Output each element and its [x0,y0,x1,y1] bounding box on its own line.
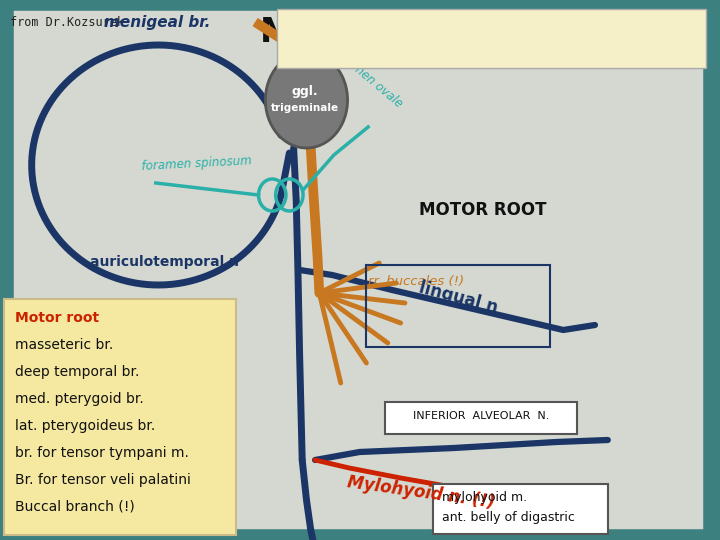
Text: masseteric br.: masseteric br. [15,338,114,352]
Text: Br. for tensor veli palatini: Br. for tensor veli palatini [15,473,192,487]
Text: deep temporal br.: deep temporal br. [15,365,140,379]
Text: mylohyoid m.: mylohyoid m. [442,491,527,504]
Text: trigeminale: trigeminale [271,103,339,113]
Circle shape [266,52,348,148]
Text: ant. belly of digastric: ant. belly of digastric [442,511,575,524]
Text: lat. pterygoideus br.: lat. pterygoideus br. [15,419,156,433]
Text: INFERIOR  ALVEOLAR  N.: INFERIOR ALVEOLAR N. [413,411,549,421]
FancyBboxPatch shape [4,299,236,535]
Text: Buccal branch (!): Buccal branch (!) [15,500,135,514]
FancyBboxPatch shape [385,402,577,434]
Text: menigeal br.: menigeal br. [104,15,211,30]
FancyBboxPatch shape [433,484,608,534]
Text: Mandibular nerve (V/3.): Mandibular nerve (V/3.) [260,16,708,49]
Text: foramen ovale: foramen ovale [331,45,405,110]
Text: MOTOR ROOT: MOTOR ROOT [420,201,547,219]
Text: rr. buccales (!): rr. buccales (!) [368,275,464,288]
Text: auriculotemporal n: auriculotemporal n [90,255,239,269]
Text: br. for tensor tympani m.: br. for tensor tympani m. [15,446,189,460]
Text: Motor root: Motor root [15,311,99,325]
Text: foramen spinosum: foramen spinosum [142,154,252,173]
Text: Mylohyoid n. (!): Mylohyoid n. (!) [346,472,496,511]
Text: lingual n: lingual n [417,279,500,317]
Text: from Dr.Kozsurek: from Dr.Kozsurek [10,16,125,29]
Text: ggl.: ggl. [292,85,318,98]
Text: med. pterygoid br.: med. pterygoid br. [15,392,144,406]
